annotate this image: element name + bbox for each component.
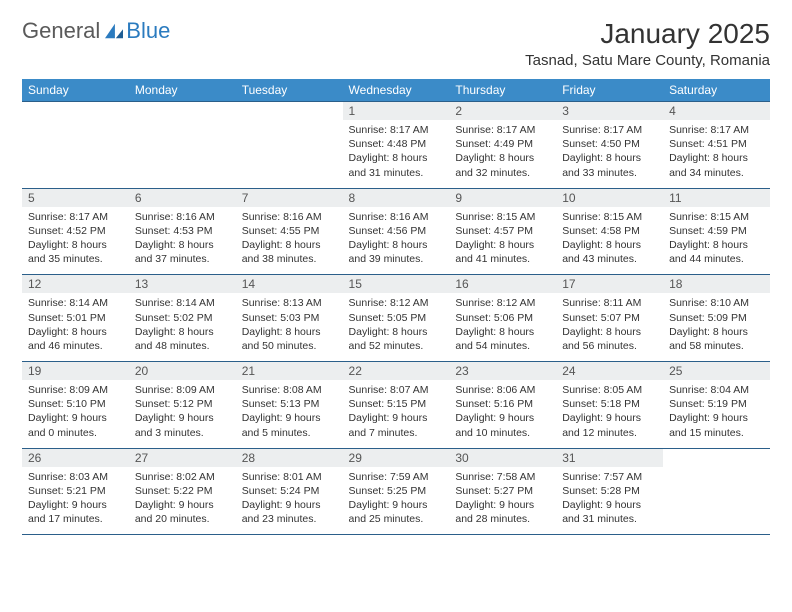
day-number-cell: 20: [129, 362, 236, 381]
day-detail-cell: Sunrise: 8:02 AMSunset: 5:22 PMDaylight:…: [129, 467, 236, 535]
day-detail-cell: Sunrise: 8:09 AMSunset: 5:10 PMDaylight:…: [22, 380, 129, 448]
day-number-cell: 31: [556, 448, 663, 467]
day-detail-cell: Sunrise: 8:03 AMSunset: 5:21 PMDaylight:…: [22, 467, 129, 535]
logo-text-general: General: [22, 18, 100, 44]
day-number-cell: 12: [22, 275, 129, 294]
day-detail-row: Sunrise: 8:09 AMSunset: 5:10 PMDaylight:…: [22, 380, 770, 448]
day-detail-cell: Sunrise: 8:17 AMSunset: 4:49 PMDaylight:…: [449, 120, 556, 188]
weekday-header: Sunday: [22, 79, 129, 102]
day-number-row: 12131415161718: [22, 275, 770, 294]
day-detail-cell: Sunrise: 7:58 AMSunset: 5:27 PMDaylight:…: [449, 467, 556, 535]
day-detail-row: Sunrise: 8:14 AMSunset: 5:01 PMDaylight:…: [22, 293, 770, 361]
day-number-cell: 8: [343, 188, 450, 207]
calendar-table: SundayMondayTuesdayWednesdayThursdayFrid…: [22, 79, 770, 535]
day-number-cell: 17: [556, 275, 663, 294]
logo: General Blue: [22, 18, 170, 44]
weekday-header: Thursday: [449, 79, 556, 102]
weekday-header: Monday: [129, 79, 236, 102]
day-number-cell: 14: [236, 275, 343, 294]
day-number-cell: [236, 102, 343, 121]
day-number-cell: 26: [22, 448, 129, 467]
day-detail-cell: [129, 120, 236, 188]
day-number-cell: 11: [663, 188, 770, 207]
day-number-cell: 13: [129, 275, 236, 294]
day-number-cell: 7: [236, 188, 343, 207]
day-number-row: 19202122232425: [22, 362, 770, 381]
weekday-header-row: SundayMondayTuesdayWednesdayThursdayFrid…: [22, 79, 770, 102]
day-detail-row: Sunrise: 8:03 AMSunset: 5:21 PMDaylight:…: [22, 467, 770, 535]
day-number-cell: 19: [22, 362, 129, 381]
day-detail-cell: Sunrise: 8:17 AMSunset: 4:51 PMDaylight:…: [663, 120, 770, 188]
day-detail-row: Sunrise: 8:17 AMSunset: 4:52 PMDaylight:…: [22, 207, 770, 275]
day-number-cell: 18: [663, 275, 770, 294]
day-detail-cell: Sunrise: 8:12 AMSunset: 5:06 PMDaylight:…: [449, 293, 556, 361]
day-detail-cell: Sunrise: 8:09 AMSunset: 5:12 PMDaylight:…: [129, 380, 236, 448]
day-detail-cell: Sunrise: 8:16 AMSunset: 4:56 PMDaylight:…: [343, 207, 450, 275]
day-number-cell: 1: [343, 102, 450, 121]
day-number-cell: 15: [343, 275, 450, 294]
day-number-cell: [663, 448, 770, 467]
day-detail-cell: Sunrise: 8:16 AMSunset: 4:55 PMDaylight:…: [236, 207, 343, 275]
day-number-cell: 24: [556, 362, 663, 381]
day-number-row: 1234: [22, 102, 770, 121]
day-number-cell: 2: [449, 102, 556, 121]
month-title: January 2025: [525, 18, 770, 50]
weekday-header: Wednesday: [343, 79, 450, 102]
day-detail-cell: Sunrise: 8:01 AMSunset: 5:24 PMDaylight:…: [236, 467, 343, 535]
day-detail-cell: Sunrise: 8:15 AMSunset: 4:59 PMDaylight:…: [663, 207, 770, 275]
day-number-cell: [22, 102, 129, 121]
day-detail-cell: [236, 120, 343, 188]
weekday-header: Tuesday: [236, 79, 343, 102]
day-detail-cell: Sunrise: 8:06 AMSunset: 5:16 PMDaylight:…: [449, 380, 556, 448]
day-detail-cell: Sunrise: 8:07 AMSunset: 5:15 PMDaylight:…: [343, 380, 450, 448]
day-detail-cell: Sunrise: 8:10 AMSunset: 5:09 PMDaylight:…: [663, 293, 770, 361]
day-detail-cell: Sunrise: 8:15 AMSunset: 4:57 PMDaylight:…: [449, 207, 556, 275]
day-number-cell: 29: [343, 448, 450, 467]
day-detail-cell: Sunrise: 8:12 AMSunset: 5:05 PMDaylight:…: [343, 293, 450, 361]
day-number-cell: 16: [449, 275, 556, 294]
logo-text-blue: Blue: [126, 18, 170, 44]
day-number-cell: 10: [556, 188, 663, 207]
day-detail-cell: Sunrise: 8:08 AMSunset: 5:13 PMDaylight:…: [236, 380, 343, 448]
day-number-cell: 21: [236, 362, 343, 381]
day-number-cell: [129, 102, 236, 121]
day-detail-cell: Sunrise: 7:59 AMSunset: 5:25 PMDaylight:…: [343, 467, 450, 535]
day-number-cell: 22: [343, 362, 450, 381]
day-detail-cell: Sunrise: 8:14 AMSunset: 5:02 PMDaylight:…: [129, 293, 236, 361]
day-detail-cell: Sunrise: 8:16 AMSunset: 4:53 PMDaylight:…: [129, 207, 236, 275]
day-number-cell: 6: [129, 188, 236, 207]
weekday-header: Saturday: [663, 79, 770, 102]
day-number-cell: 27: [129, 448, 236, 467]
day-detail-cell: Sunrise: 8:17 AMSunset: 4:48 PMDaylight:…: [343, 120, 450, 188]
day-number-row: 262728293031: [22, 448, 770, 467]
day-detail-cell: Sunrise: 8:04 AMSunset: 5:19 PMDaylight:…: [663, 380, 770, 448]
title-block: January 2025 Tasnad, Satu Mare County, R…: [525, 18, 770, 69]
sail-icon: [103, 22, 125, 40]
day-number-cell: 23: [449, 362, 556, 381]
day-number-cell: 28: [236, 448, 343, 467]
day-detail-cell: Sunrise: 8:14 AMSunset: 5:01 PMDaylight:…: [22, 293, 129, 361]
day-number-cell: 3: [556, 102, 663, 121]
header: General Blue January 2025 Tasnad, Satu M…: [22, 18, 770, 69]
day-number-cell: 25: [663, 362, 770, 381]
day-detail-cell: Sunrise: 7:57 AMSunset: 5:28 PMDaylight:…: [556, 467, 663, 535]
day-number-cell: 9: [449, 188, 556, 207]
day-detail-cell: Sunrise: 8:17 AMSunset: 4:52 PMDaylight:…: [22, 207, 129, 275]
day-detail-cell: Sunrise: 8:13 AMSunset: 5:03 PMDaylight:…: [236, 293, 343, 361]
day-detail-cell: Sunrise: 8:05 AMSunset: 5:18 PMDaylight:…: [556, 380, 663, 448]
day-detail-cell: Sunrise: 8:17 AMSunset: 4:50 PMDaylight:…: [556, 120, 663, 188]
location: Tasnad, Satu Mare County, Romania: [525, 52, 770, 69]
day-number-cell: 30: [449, 448, 556, 467]
day-detail-row: Sunrise: 8:17 AMSunset: 4:48 PMDaylight:…: [22, 120, 770, 188]
day-detail-cell: [663, 467, 770, 535]
day-number-cell: 4: [663, 102, 770, 121]
day-detail-cell: Sunrise: 8:15 AMSunset: 4:58 PMDaylight:…: [556, 207, 663, 275]
day-number-cell: 5: [22, 188, 129, 207]
day-detail-cell: Sunrise: 8:11 AMSunset: 5:07 PMDaylight:…: [556, 293, 663, 361]
day-detail-cell: [22, 120, 129, 188]
day-number-row: 567891011: [22, 188, 770, 207]
weekday-header: Friday: [556, 79, 663, 102]
